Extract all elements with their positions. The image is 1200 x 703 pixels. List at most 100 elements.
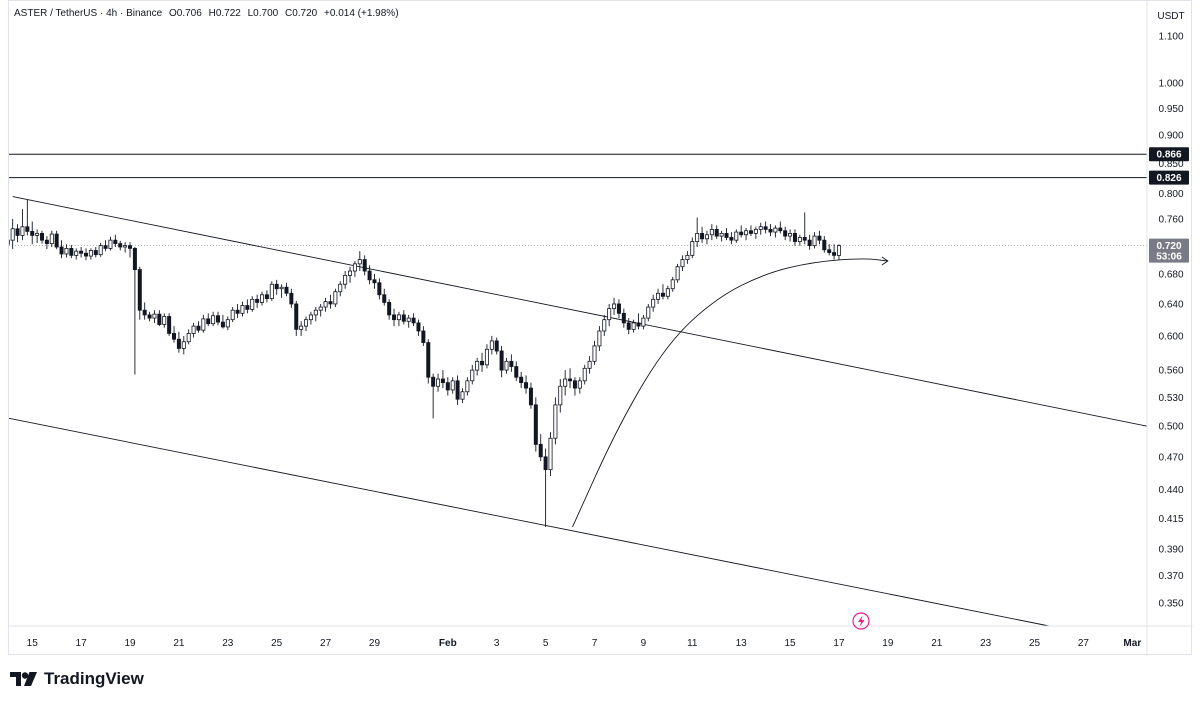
- candle-body-down: [79, 250, 84, 254]
- candle-body-up: [352, 263, 357, 272]
- candle: [103, 240, 108, 252]
- candle-body-down: [763, 226, 768, 230]
- legend-high: H0.722: [208, 8, 241, 19]
- candle-body-down: [499, 350, 504, 371]
- candle: [719, 230, 724, 242]
- candle: [323, 297, 328, 312]
- candle-body-up: [152, 313, 157, 319]
- candle-body-up: [88, 250, 93, 257]
- price-tick-label: 0.530: [1158, 393, 1183, 404]
- candle: [411, 313, 416, 327]
- candle-body-down: [426, 342, 431, 378]
- candle-body-down: [367, 270, 372, 281]
- candle: [602, 314, 607, 336]
- candle-body-down: [748, 230, 753, 234]
- chart-frame: USDT 1.100 1.000 0.950 0.900 0.850 0.800 0.760 0…: [8, 0, 1193, 656]
- candle-body-down: [660, 292, 665, 297]
- candle: [440, 370, 445, 389]
- candle: [680, 255, 685, 272]
- candle-body-down: [387, 302, 392, 316]
- price-tick-label: 0.415: [1158, 514, 1183, 525]
- candle: [817, 230, 822, 245]
- candle-body-up: [357, 259, 362, 265]
- candle-body-down: [44, 239, 49, 244]
- candle: [651, 294, 656, 312]
- candle: [685, 251, 690, 264]
- candle-body-up: [35, 233, 40, 236]
- candle: [333, 288, 338, 308]
- price-tick-label: 0.470: [1158, 452, 1183, 463]
- candle: [372, 273, 377, 289]
- candle: [455, 375, 460, 405]
- candle: [499, 345, 504, 378]
- candle: [201, 314, 206, 333]
- candle-body-down: [538, 443, 543, 458]
- candle: [123, 242, 128, 253]
- candle: [421, 326, 426, 346]
- lightning-icon[interactable]: [852, 612, 870, 630]
- candle: [79, 247, 84, 258]
- candle: [196, 321, 201, 333]
- candle: [15, 224, 20, 243]
- candle-body-down: [172, 333, 177, 340]
- legend-symbol[interactable]: ASTER / TetherUS · 4h · Binance: [14, 8, 163, 19]
- candle-body-down: [494, 340, 499, 352]
- candle: [533, 397, 538, 452]
- price-chart[interactable]: USDT1.1001.0000.9500.9000.8500.8000.7600…: [9, 1, 1193, 656]
- candle-body-down: [524, 382, 529, 389]
- candle: [665, 285, 670, 300]
- candle: [797, 234, 802, 246]
- price-level-tag-label: 0.826: [1156, 173, 1181, 184]
- candle-body-down: [636, 322, 641, 327]
- candle-body-up: [230, 309, 235, 321]
- price-axis[interactable]: USDT 1.100 1.000 0.950 0.900 0.850 0.800 0.760 0…: [1146, 1, 1185, 656]
- candle: [216, 311, 221, 326]
- candle: [64, 244, 69, 258]
- candle-body-up: [74, 250, 79, 256]
- price-tick-label: 0.760: [1158, 214, 1183, 225]
- candle: [362, 255, 367, 276]
- candle: [729, 232, 734, 245]
- candle: [69, 244, 74, 259]
- candle-body-up: [563, 378, 568, 387]
- candle: [577, 377, 582, 394]
- candle: [30, 221, 35, 245]
- candle-body-down: [245, 305, 250, 310]
- candle-body-up: [201, 318, 206, 331]
- candle-body-down: [421, 330, 426, 343]
- candle: [514, 361, 519, 381]
- candle: [616, 299, 621, 319]
- candle: [807, 234, 812, 250]
- candle: [299, 321, 304, 336]
- time-tick-label: 15: [785, 638, 797, 649]
- candle: [788, 229, 793, 242]
- drawings-layer: [9, 153, 1148, 627]
- candles-layer: [9, 199, 841, 527]
- candle: [660, 284, 665, 300]
- candle-body-up: [484, 348, 489, 366]
- candle-body-down: [568, 378, 573, 382]
- candle-body-up: [553, 404, 558, 439]
- candle: [348, 266, 353, 283]
- time-tick-label: 25: [271, 638, 283, 649]
- time-axis[interactable]: 15 17 19 21 23 25 27 29 Feb 3 5 7 9 11 13 15 17 19 21 23 25 2…: [9, 625, 1193, 649]
- candle: [714, 225, 719, 239]
- time-tick-label: 19: [124, 638, 136, 649]
- candle-body-down: [392, 314, 397, 321]
- candle: [255, 294, 260, 308]
- candle: [118, 240, 123, 251]
- candle-body-down: [739, 231, 744, 236]
- candle-body-down: [167, 316, 172, 334]
- tradingview-logo[interactable]: TradingView: [10, 666, 144, 692]
- candle: [597, 326, 602, 352]
- candle-body-up: [406, 317, 411, 322]
- candle-body-up: [548, 437, 553, 471]
- price-tick-label: 0.500: [1158, 422, 1183, 433]
- candle: [480, 352, 485, 372]
- candle-body-up: [396, 314, 401, 321]
- candle-body-down: [157, 313, 162, 325]
- curve-arrow-head: [881, 256, 889, 266]
- price-tick-label: 0.390: [1158, 545, 1183, 556]
- candle-body-up: [744, 230, 749, 236]
- candle: [206, 313, 211, 327]
